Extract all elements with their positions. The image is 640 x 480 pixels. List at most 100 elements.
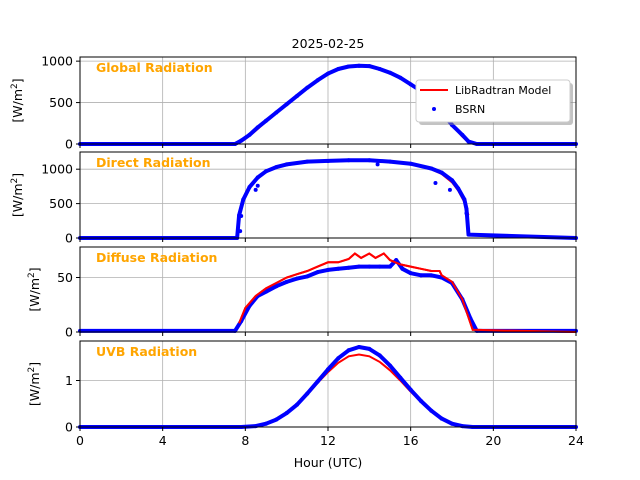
data-point-bsrn xyxy=(346,64,351,69)
y-tick-label: 1000 xyxy=(41,162,73,177)
data-point-bsrn xyxy=(408,271,413,276)
data-point-bsrn-outlier xyxy=(238,229,243,234)
panel-3: 0 1 0 4 8 12 16 20 24 [W/m2] UVB Radiation xyxy=(27,340,584,448)
data-point-bsrn xyxy=(388,70,392,75)
data-point-bsrn xyxy=(429,273,434,278)
panel-title: Global Radiation xyxy=(96,60,213,75)
data-point-bsrn xyxy=(326,71,330,76)
data-point-bsrn xyxy=(419,273,423,278)
data-point-bsrn xyxy=(466,139,471,144)
legend-label: LibRadtran Model xyxy=(455,84,551,97)
data-point-bsrn xyxy=(241,197,246,202)
data-point-bsrn xyxy=(346,265,351,270)
data-point-bsrn xyxy=(367,346,372,351)
data-point-bsrn xyxy=(357,63,361,68)
x-tick-label: 0 xyxy=(76,433,84,448)
data-point-bsrn xyxy=(315,78,320,83)
data-point-bsrn xyxy=(439,170,444,175)
data-point-bsrn xyxy=(398,375,403,380)
data-point-bsrn xyxy=(388,363,392,368)
data-point-bsrn xyxy=(255,125,260,130)
data-point-bsrn xyxy=(274,110,279,115)
y-tick-label: 500 xyxy=(49,196,73,211)
data-point-bsrn xyxy=(466,232,471,237)
y-tick-label: 500 xyxy=(49,95,73,110)
x-tick-label: 4 xyxy=(159,433,167,448)
x-tick-label: 24 xyxy=(568,433,584,448)
data-point-bsrn xyxy=(357,264,361,269)
data-point-bsrn xyxy=(398,75,403,80)
data-point-bsrn xyxy=(274,284,279,289)
data-point-bsrn-outlier xyxy=(255,183,260,188)
data-point-bsrn xyxy=(274,417,279,422)
data-point-bsrn xyxy=(336,356,341,361)
data-point-bsrn xyxy=(456,186,461,191)
x-axis-label: Hour (UTC) xyxy=(294,455,363,470)
x-tick-label: 20 xyxy=(485,433,501,448)
data-point-bsrn xyxy=(408,387,413,392)
legend-swatch-marker xyxy=(432,107,436,111)
data-point-bsrn xyxy=(336,266,341,271)
data-point-bsrn-outlier xyxy=(239,213,244,218)
data-point-bsrn xyxy=(284,279,289,284)
data-point-bsrn xyxy=(305,274,310,279)
y-tick-label: 50 xyxy=(57,270,73,285)
y-tick-label: 1 xyxy=(65,373,73,388)
data-point-bsrn xyxy=(274,165,279,170)
data-point-bsrn xyxy=(464,207,469,212)
data-point-bsrn xyxy=(357,345,361,350)
panel-title: Direct Radiation xyxy=(96,155,211,170)
y-tick-label: 0 xyxy=(65,325,73,340)
data-point-bsrn xyxy=(346,348,351,353)
data-point-bsrn xyxy=(315,270,320,275)
data-point-bsrn xyxy=(295,402,299,407)
x-tick-label: 12 xyxy=(320,433,336,448)
y-axis-label: [W/m2] xyxy=(10,173,25,217)
data-point-bsrn xyxy=(439,416,444,421)
y-tick-label: 0 xyxy=(65,137,73,152)
data-point-bsrn xyxy=(377,353,382,358)
data-point-bsrn-outlier xyxy=(447,187,452,192)
data-point-bsrn xyxy=(419,398,423,403)
data-point-bsrn xyxy=(429,166,434,171)
data-point-bsrn xyxy=(239,138,244,143)
panel-1: 0 500 1000 [W/m2] Direct Radiation xyxy=(10,151,578,246)
legend-label: BSRN xyxy=(455,103,485,116)
panel-title: Diffuse Radiation xyxy=(96,250,217,265)
data-point-bsrn xyxy=(408,161,413,166)
data-point-bsrn xyxy=(346,158,351,163)
data-point-bsrn xyxy=(255,175,260,180)
data-point-bsrn xyxy=(377,67,382,72)
x-tick-label: 16 xyxy=(403,433,419,448)
data-point-bsrn xyxy=(284,162,289,167)
data-point-bsrn xyxy=(305,85,310,90)
series-line-model-overlay xyxy=(238,252,577,333)
data-point-bsrn xyxy=(460,132,465,137)
x-tick-label: 8 xyxy=(241,433,249,448)
data-point-bsrn xyxy=(400,266,405,271)
data-point-bsrn-outlier xyxy=(464,211,469,216)
data-point-bsrn xyxy=(336,67,341,72)
data-point-bsrn-outlier xyxy=(375,162,380,167)
data-point-bsrn-outlier xyxy=(433,180,438,185)
data-point-bsrn xyxy=(315,379,320,384)
data-point-bsrn xyxy=(295,93,299,98)
data-point-bsrn xyxy=(367,64,372,69)
data-point-bsrn xyxy=(462,197,467,202)
figure-title: 2025-02-25 xyxy=(292,36,365,51)
y-axis-label: [W/m2] xyxy=(10,78,25,122)
data-point-bsrn xyxy=(429,408,434,413)
data-point-bsrn xyxy=(450,178,454,183)
data-point-bsrn xyxy=(326,267,330,272)
data-point-bsrn xyxy=(326,367,330,372)
data-point-bsrn xyxy=(305,159,310,164)
data-point-bsrn xyxy=(247,132,252,137)
data-point-bsrn xyxy=(264,169,268,174)
data-point-bsrn xyxy=(408,82,413,87)
legend: LibRadtran Model BSRN xyxy=(415,79,573,125)
y-axis-label: [W/m2] xyxy=(27,267,42,311)
y-tick-label: 1000 xyxy=(41,54,73,69)
data-point-bsrn xyxy=(264,118,268,123)
